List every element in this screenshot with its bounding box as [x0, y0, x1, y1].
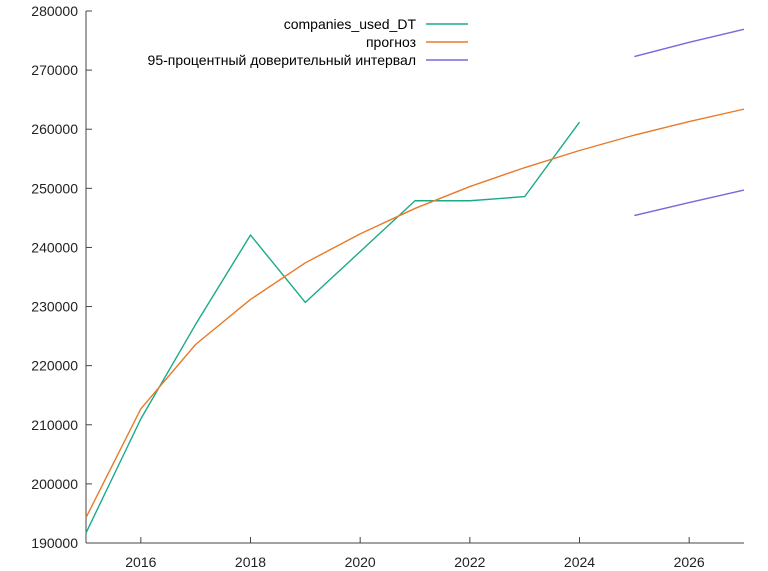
y-tick-label: 230000 — [31, 299, 78, 315]
series-line-3 — [634, 189, 745, 217]
x-tick-label: 2022 — [454, 554, 485, 570]
series-line-0 — [85, 121, 581, 534]
x-tick-label: 2018 — [235, 554, 266, 570]
legend-label: 95-процентный доверительный интервал — [148, 52, 416, 68]
y-tick-label: 280000 — [31, 3, 78, 19]
y-tick-label: 190000 — [31, 535, 78, 551]
y-tick-label: 240000 — [31, 239, 78, 255]
y-tick-label: 260000 — [31, 121, 78, 137]
legend: companies_used_DT прогноз 95-процентный до… — [148, 16, 468, 68]
x-tick-label: 2024 — [564, 554, 595, 570]
axes — [85, 11, 744, 544]
series-line-2 — [634, 28, 745, 58]
y-tick-label: 210000 — [31, 417, 78, 433]
y-tick-label: 220000 — [31, 358, 78, 374]
x-tick-label: 2016 — [125, 554, 156, 570]
legend-label: прогноз — [366, 34, 416, 50]
x-tick-label: 2026 — [674, 554, 705, 570]
series-lines — [85, 28, 745, 534]
y-tick-label: 200000 — [31, 476, 78, 492]
series-line-1 — [85, 108, 745, 518]
y-tick-label: 250000 — [31, 180, 78, 196]
y-tick-label: 270000 — [31, 62, 78, 78]
legend-label: companies_used_DT — [284, 16, 417, 32]
tick-labels: 190000 200000 210000 220000 230000 240000 2500… — [31, 3, 705, 570]
x-tick-label: 2020 — [345, 554, 376, 570]
